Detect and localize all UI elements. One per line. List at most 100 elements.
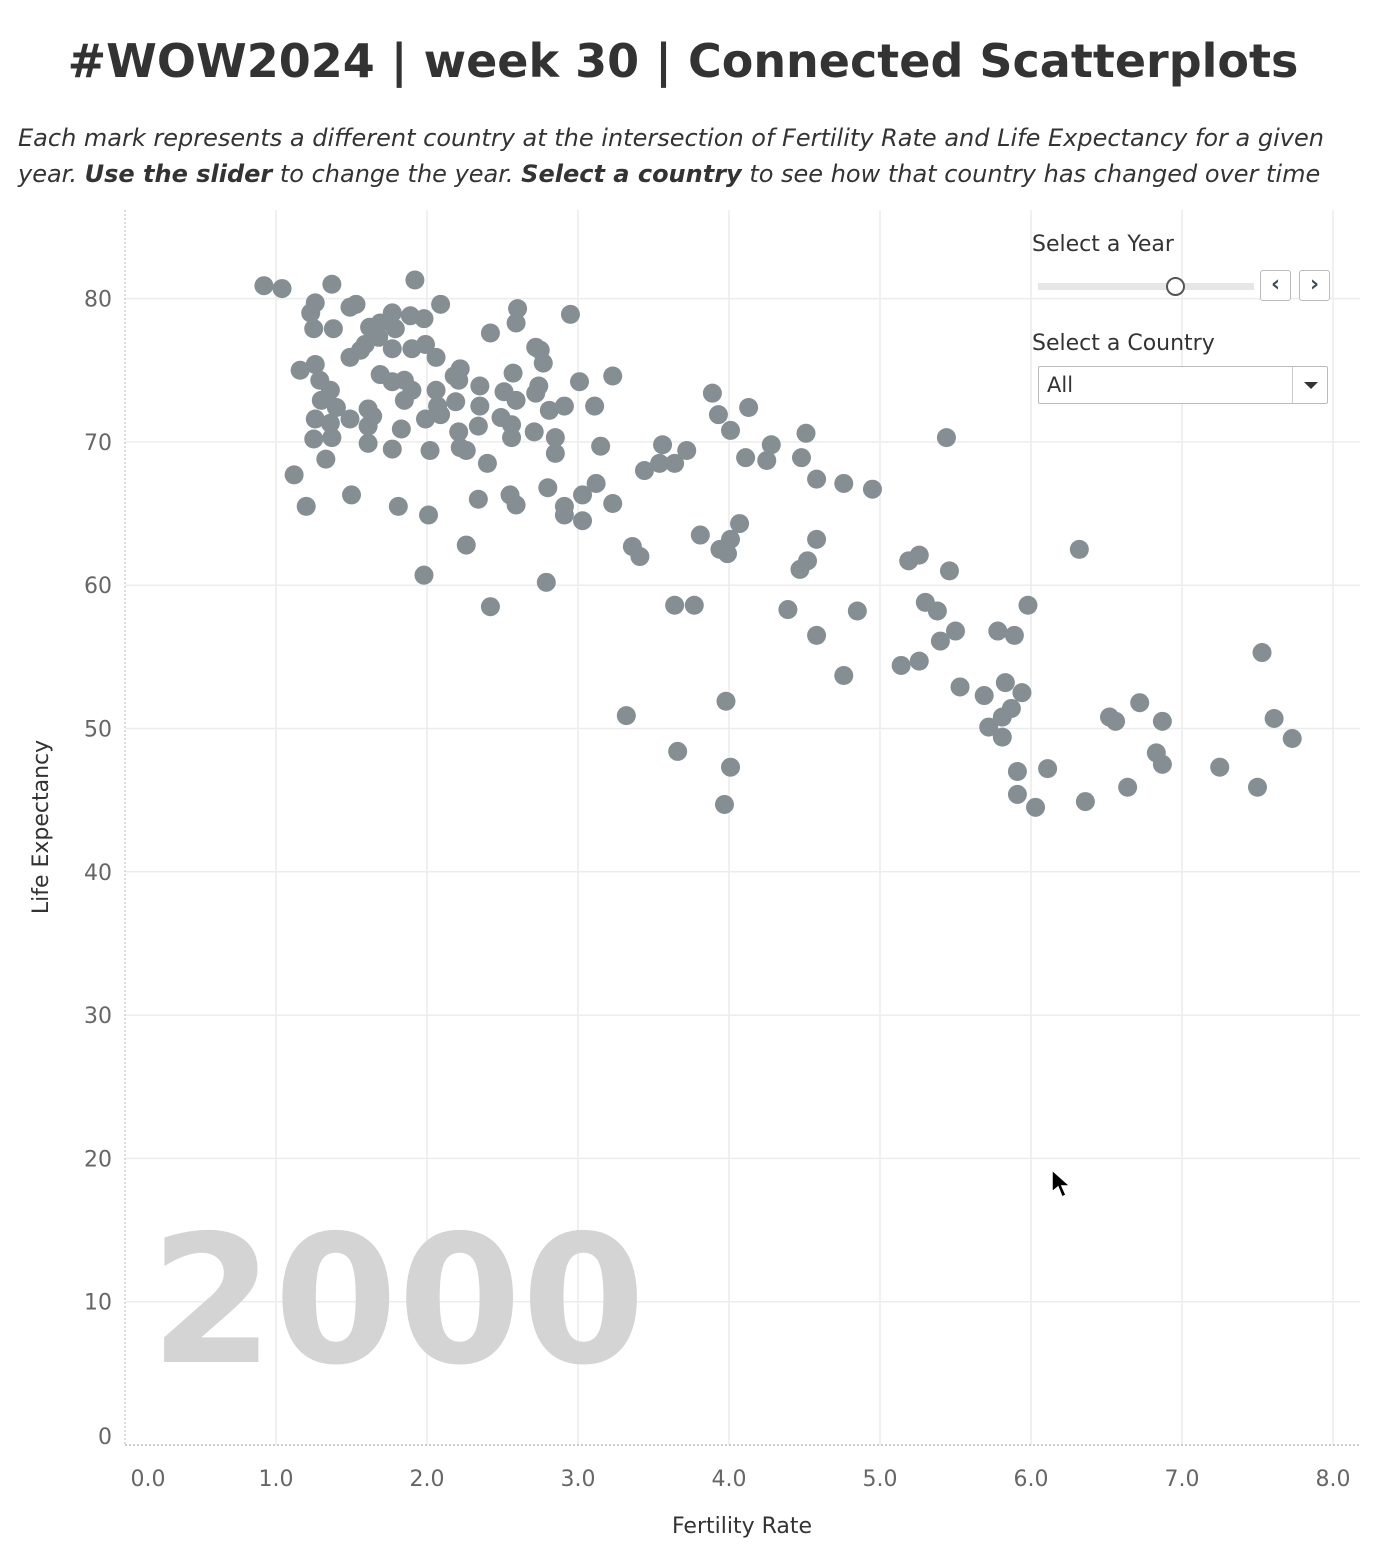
country-mark[interactable] <box>862 479 882 499</box>
country-mark[interactable] <box>480 597 500 617</box>
country-mark[interactable] <box>1118 777 1138 797</box>
country-mark[interactable] <box>449 370 469 390</box>
country-mark[interactable] <box>585 396 605 416</box>
country-mark[interactable] <box>342 485 361 505</box>
country-mark[interactable] <box>560 304 580 324</box>
previous-year-button[interactable]: ‹ <box>1260 270 1291 301</box>
country-mark[interactable] <box>351 340 371 360</box>
country-mark[interactable] <box>316 449 336 469</box>
country-mark[interactable] <box>927 601 947 621</box>
country-mark[interactable] <box>603 494 623 514</box>
country-mark[interactable] <box>979 717 999 737</box>
country-mark[interactable] <box>591 436 611 456</box>
year-slider-thumb[interactable] <box>1166 277 1186 296</box>
country-mark[interactable] <box>974 686 994 706</box>
country-mark[interactable] <box>995 673 1015 693</box>
country-dropdown[interactable]: All <box>1038 366 1328 404</box>
country-mark[interactable] <box>909 545 929 565</box>
country-mark[interactable] <box>665 595 685 615</box>
country-mark[interactable] <box>634 461 654 481</box>
country-mark[interactable] <box>1106 711 1126 731</box>
country-mark[interactable] <box>739 398 759 418</box>
country-mark[interactable] <box>322 274 342 294</box>
country-mark[interactable] <box>1282 729 1302 749</box>
country-mark[interactable] <box>305 293 325 313</box>
country-mark[interactable] <box>414 565 434 585</box>
country-mark[interactable] <box>382 303 402 323</box>
country-mark[interactable] <box>456 440 476 460</box>
country-mark[interactable] <box>716 691 736 711</box>
country-mark[interactable] <box>847 601 867 621</box>
country-mark[interactable] <box>992 707 1012 727</box>
country-mark[interactable] <box>358 433 378 453</box>
country-mark[interactable] <box>1152 754 1172 774</box>
country-mark[interactable] <box>382 339 402 359</box>
country-mark[interactable] <box>290 360 310 380</box>
country-mark[interactable] <box>573 511 593 531</box>
dropdown-arrow-icon[interactable] <box>1292 367 1327 403</box>
country-mark[interactable] <box>796 423 816 443</box>
country-mark[interactable] <box>446 392 466 412</box>
country-mark[interactable] <box>717 544 737 564</box>
country-mark[interactable] <box>1075 792 1095 812</box>
country-mark[interactable] <box>456 535 476 555</box>
country-mark[interactable] <box>778 600 798 620</box>
country-mark[interactable] <box>834 473 854 493</box>
country-mark[interactable] <box>653 435 673 455</box>
country-mark[interactable] <box>798 551 818 571</box>
country-mark[interactable] <box>539 400 559 420</box>
country-mark[interactable] <box>470 376 490 396</box>
country-mark[interactable] <box>536 572 556 592</box>
country-mark[interactable] <box>603 366 623 386</box>
country-mark[interactable] <box>506 313 526 333</box>
country-mark[interactable] <box>323 319 343 339</box>
country-mark[interactable] <box>358 416 378 436</box>
country-mark[interactable] <box>988 621 1008 641</box>
country-mark[interactable] <box>834 665 854 685</box>
country-mark[interactable] <box>1152 711 1172 731</box>
country-mark[interactable] <box>272 279 292 299</box>
country-mark[interactable] <box>524 422 544 442</box>
country-mark[interactable] <box>1026 797 1046 817</box>
country-mark[interactable] <box>791 448 811 468</box>
country-mark[interactable] <box>616 706 636 726</box>
country-mark[interactable] <box>1264 708 1284 728</box>
country-mark[interactable] <box>939 561 959 581</box>
country-mark[interactable] <box>340 409 360 429</box>
country-mark[interactable] <box>320 413 340 433</box>
country-mark[interactable] <box>684 595 704 615</box>
country-mark[interactable] <box>426 347 446 367</box>
country-mark[interactable] <box>414 309 434 329</box>
country-mark[interactable] <box>346 294 366 314</box>
country-mark[interactable] <box>668 741 688 761</box>
country-mark[interactable] <box>1248 777 1267 797</box>
country-mark[interactable] <box>1038 759 1058 779</box>
country-mark[interactable] <box>426 380 446 400</box>
country-mark[interactable] <box>570 372 590 392</box>
country-mark[interactable] <box>950 677 970 697</box>
country-mark[interactable] <box>690 525 710 545</box>
country-mark[interactable] <box>708 405 728 425</box>
country-mark[interactable] <box>1069 539 1089 559</box>
country-mark[interactable] <box>930 631 950 651</box>
country-mark[interactable] <box>1007 784 1027 804</box>
country-mark[interactable] <box>554 505 574 525</box>
year-slider-track[interactable] <box>1038 283 1254 290</box>
country-mark[interactable] <box>388 496 408 516</box>
country-mark[interactable] <box>1004 625 1024 645</box>
country-mark[interactable] <box>385 319 405 339</box>
country-mark[interactable] <box>431 294 451 314</box>
country-mark[interactable] <box>1018 595 1038 615</box>
country-mark[interactable] <box>304 319 324 339</box>
country-mark[interactable] <box>311 390 331 410</box>
country-mark[interactable] <box>382 439 402 459</box>
country-mark[interactable] <box>946 621 965 641</box>
country-mark[interactable] <box>405 270 425 290</box>
country-mark[interactable] <box>431 405 451 425</box>
country-mark[interactable] <box>665 453 685 473</box>
country-mark[interactable] <box>573 485 593 505</box>
country-mark[interactable] <box>305 409 325 429</box>
country-mark[interactable] <box>254 276 274 296</box>
country-mark[interactable] <box>506 495 526 515</box>
country-mark[interactable] <box>807 469 827 489</box>
